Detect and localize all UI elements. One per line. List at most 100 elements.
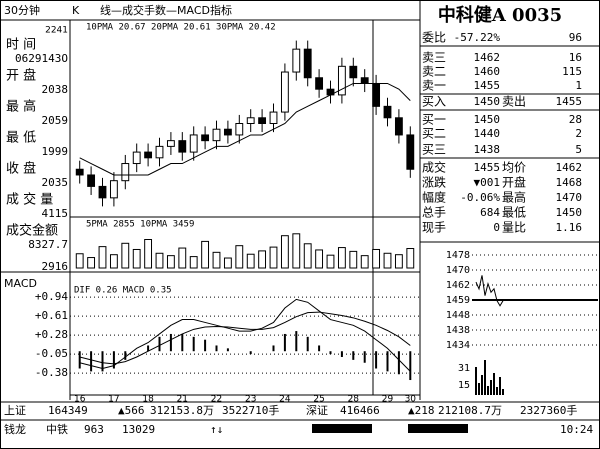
quote-value: 1450 [474, 95, 501, 108]
status-bar [312, 424, 372, 433]
volume-bar [383, 252, 392, 269]
info-value: 1999 [42, 145, 69, 158]
intraday-price-label: 1438 [446, 325, 470, 336]
quote-value: 0 [493, 221, 500, 234]
candle-body [223, 128, 232, 136]
quote-value: 1440 [474, 127, 501, 140]
info-label: 成交金额 [6, 223, 58, 239]
candle-body [132, 151, 141, 165]
intraday-price-label: 1448 [446, 310, 470, 321]
date-label: 22 [211, 395, 222, 405]
candle-body [75, 168, 84, 176]
quote-value: -0.06% [460, 191, 500, 204]
quote-label: 卖一 [422, 79, 446, 93]
date-label: 24 [279, 395, 291, 405]
status-item: 963 [84, 423, 104, 436]
status-item: 10:24 [560, 423, 593, 436]
date-label: 23 [245, 395, 256, 405]
date-label: 16 [74, 395, 86, 405]
quote-value: 96 [569, 31, 582, 44]
date-label: 21 [177, 395, 188, 405]
volume-bar [372, 248, 381, 269]
info-value: 2038 [42, 83, 69, 96]
volume-bar [394, 254, 403, 269]
volume-bar [144, 239, 153, 269]
quote-label: 成交 [422, 160, 446, 175]
candle-body [292, 48, 301, 73]
quote-value: 1455 [474, 161, 501, 174]
volume-bar [121, 242, 130, 269]
candle-body [212, 128, 221, 142]
volume-bar [280, 235, 289, 269]
macd-tick-label: +0.28 [35, 328, 68, 341]
volume-bar [189, 256, 198, 269]
quote-label: 幅度 [422, 190, 446, 205]
quote-label: 买二 [422, 127, 446, 141]
date-label: 29 [382, 395, 394, 405]
volume-bar [87, 257, 96, 269]
quote-value: 1 [575, 79, 582, 92]
ticker-item: 416466 [340, 404, 380, 417]
candle-body [87, 174, 96, 187]
candle-body [303, 48, 312, 79]
volume-bar [360, 255, 369, 269]
ticker-item: 深证 [306, 404, 328, 417]
candle-body [360, 77, 369, 84]
date-label: 25 [313, 395, 324, 405]
info-label: 收 盘 [6, 161, 36, 177]
ticker-item: 312153.8万 [150, 404, 214, 417]
quote-label: 涨跌 [422, 175, 446, 190]
quote-value: 16 [569, 51, 582, 64]
macd-label: DIF 0.26 MACD 0.35 [74, 286, 172, 296]
ticker-item: 2327360手 [520, 403, 577, 417]
macd-tick-label: -0.38 [35, 366, 68, 379]
candle-body [394, 117, 403, 136]
candle-body [258, 117, 267, 124]
intraday-price-label: 1462 [446, 280, 470, 291]
candle-body [155, 145, 164, 159]
macd-title: MACD [4, 277, 37, 290]
status-item: 13029 [122, 423, 155, 436]
candle-body [109, 180, 118, 199]
quote-value: -57.22% [454, 31, 501, 44]
quote-value: 1468 [556, 176, 583, 189]
volume-bar [292, 233, 301, 269]
candle-body [166, 140, 175, 147]
info-value: 4115 [42, 207, 69, 220]
stock-name: 中科健A 0035 [438, 4, 562, 26]
dea-line [79, 311, 411, 365]
volume-bar [235, 245, 244, 269]
volume-bar [315, 249, 324, 269]
status-item: ↑↓ [210, 423, 223, 436]
quote-label: 均价 [502, 161, 526, 175]
volume-bar [109, 254, 118, 269]
volume-bar [212, 251, 221, 269]
date-label: 18 [142, 395, 154, 405]
quote-value: 1455 [556, 95, 583, 108]
k-label: K [72, 4, 80, 17]
intraday-vol-label: 15 [458, 380, 470, 391]
info-label: 开 盘 [6, 68, 36, 84]
volume-bar [246, 253, 255, 269]
intraday-price-label: 1459 [446, 295, 470, 306]
intraday-line [475, 275, 504, 307]
quote-value: 1450 [474, 113, 501, 126]
volume-bar [269, 246, 278, 269]
ticker-item: 212108.7万 [438, 404, 502, 417]
volume-bar [303, 243, 312, 269]
quote-value: 1462 [474, 51, 501, 64]
quote-label: 总手 [422, 206, 446, 220]
quote-value: 5 [575, 143, 582, 156]
info-label: 成 交 量 [6, 192, 53, 208]
info-bottom: 2916 [42, 260, 69, 273]
macd-tick-label: +0.61 [35, 309, 68, 322]
volume-bar [349, 250, 358, 269]
chart-title: 线—成交手数—MACD指标 [100, 3, 232, 17]
quote-value: 1450 [556, 206, 583, 219]
ticker-item: 上证 [4, 404, 26, 417]
date-label: 17 [108, 395, 119, 405]
macd-tick-label: -0.05 [35, 347, 68, 360]
candle-body [406, 134, 415, 170]
